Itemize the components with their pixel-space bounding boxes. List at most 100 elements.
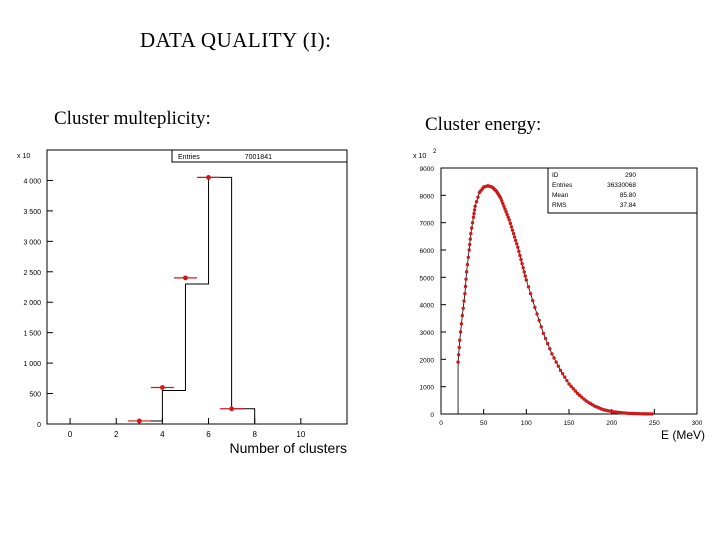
- y-tick-label: 2 500: [23, 270, 41, 277]
- data-point: [183, 275, 188, 281]
- x-tick-label: 300: [692, 420, 703, 427]
- data-point: [465, 262, 470, 267]
- y-tick-label: 5000: [420, 275, 435, 282]
- data-point: [470, 220, 475, 225]
- multiplicity-subtitle: Cluster multeplicity:: [54, 108, 211, 129]
- stats-value: 85.80: [620, 192, 637, 199]
- data-point: [571, 387, 575, 391]
- x-axis-label: E (MeV): [661, 428, 705, 442]
- data-point: [518, 253, 522, 258]
- x-axis-label: Number of clusters: [230, 440, 347, 456]
- stats-value: 36330068: [607, 182, 636, 189]
- data-point: [531, 298, 535, 303]
- y-multiplier: x 10: [17, 153, 30, 160]
- stats-label: Mean: [552, 192, 569, 199]
- data-point: [500, 199, 504, 203]
- data-point: [573, 389, 578, 393]
- data-point: [473, 204, 477, 208]
- data-point: [460, 313, 465, 318]
- stats-value: 7001841: [245, 154, 272, 161]
- x-tick-label: 200: [606, 420, 617, 427]
- data-point: [541, 331, 546, 336]
- stats-box: [547, 167, 698, 214]
- data-point: [229, 406, 235, 412]
- data-point: [522, 270, 526, 274]
- stats-label: Entries: [178, 154, 200, 161]
- data-point: [539, 325, 543, 329]
- y-tick-label: 6000: [420, 248, 435, 255]
- stats-label: Entries: [552, 182, 573, 189]
- data-point: [472, 208, 477, 212]
- x-tick-label: 150: [564, 420, 575, 427]
- data-point: [509, 225, 514, 229]
- data-point: [463, 284, 468, 289]
- data-point: [543, 336, 548, 341]
- data-point: [504, 210, 508, 214]
- data-point: [510, 228, 515, 232]
- y-tick-label: 8000: [420, 193, 435, 200]
- y-tick-label: 0: [430, 412, 434, 419]
- data-point: [136, 418, 142, 424]
- x-tick-label: 6: [206, 430, 211, 439]
- data-point: [650, 412, 654, 416]
- histogram-line: [70, 176, 347, 425]
- data-point: [476, 195, 480, 199]
- data-point: [507, 218, 511, 222]
- stats-label: ID: [552, 172, 559, 179]
- data-point: [502, 204, 506, 208]
- data-point: [521, 266, 525, 270]
- data-point: [548, 347, 552, 351]
- data-point: [471, 215, 476, 219]
- data-point: [159, 385, 165, 390]
- data-point: [466, 255, 471, 259]
- data-point: [468, 242, 472, 247]
- y-exponent: 2: [433, 149, 437, 155]
- data-point: [464, 270, 469, 274]
- data-point: [474, 200, 479, 204]
- y-tick-label: 0: [37, 422, 41, 429]
- stats-label: RMS: [552, 202, 567, 209]
- stats-value: 290: [625, 172, 636, 179]
- data-point: [560, 371, 565, 376]
- data-point: [517, 249, 521, 254]
- data-point: [463, 292, 467, 296]
- histogram-line: [457, 185, 655, 415]
- x-tick-label: 10: [296, 430, 305, 439]
- x-tick-label: 4: [160, 430, 165, 439]
- x-tick-label: 2: [114, 430, 119, 439]
- data-point: [503, 207, 507, 211]
- data-point: [470, 226, 474, 230]
- stats-box: [171, 149, 348, 163]
- data-point: [516, 245, 520, 249]
- data-point: [535, 312, 539, 316]
- data-point: [456, 360, 460, 364]
- data-point: [537, 318, 541, 323]
- data-point: [206, 175, 211, 180]
- data-point: [567, 382, 571, 386]
- y-tick-label: 2000: [420, 357, 435, 364]
- y-tick-label: 7000: [420, 221, 435, 228]
- y-multiplier: x 10: [413, 153, 426, 160]
- data-point: [526, 285, 531, 289]
- data-point: [464, 277, 468, 281]
- data-point: [520, 261, 524, 266]
- data-point: [569, 384, 573, 389]
- data-point: [472, 211, 476, 216]
- data-point: [461, 306, 465, 311]
- energy-subtitle: Cluster energy:: [425, 114, 542, 135]
- data-point: [515, 242, 519, 246]
- data-point: [468, 237, 472, 241]
- data-point: [501, 201, 505, 206]
- data-point: [528, 292, 533, 296]
- y-tick-label: 1 500: [23, 331, 41, 338]
- slide-title: DATA QUALITY (I):: [140, 28, 332, 52]
- data-point: [545, 341, 550, 346]
- data-point: [469, 231, 473, 236]
- y-tick-label: 500: [29, 392, 41, 399]
- data-point: [505, 212, 509, 217]
- data-point: [459, 322, 464, 326]
- data-point: [513, 238, 518, 243]
- data-point: [552, 356, 556, 360]
